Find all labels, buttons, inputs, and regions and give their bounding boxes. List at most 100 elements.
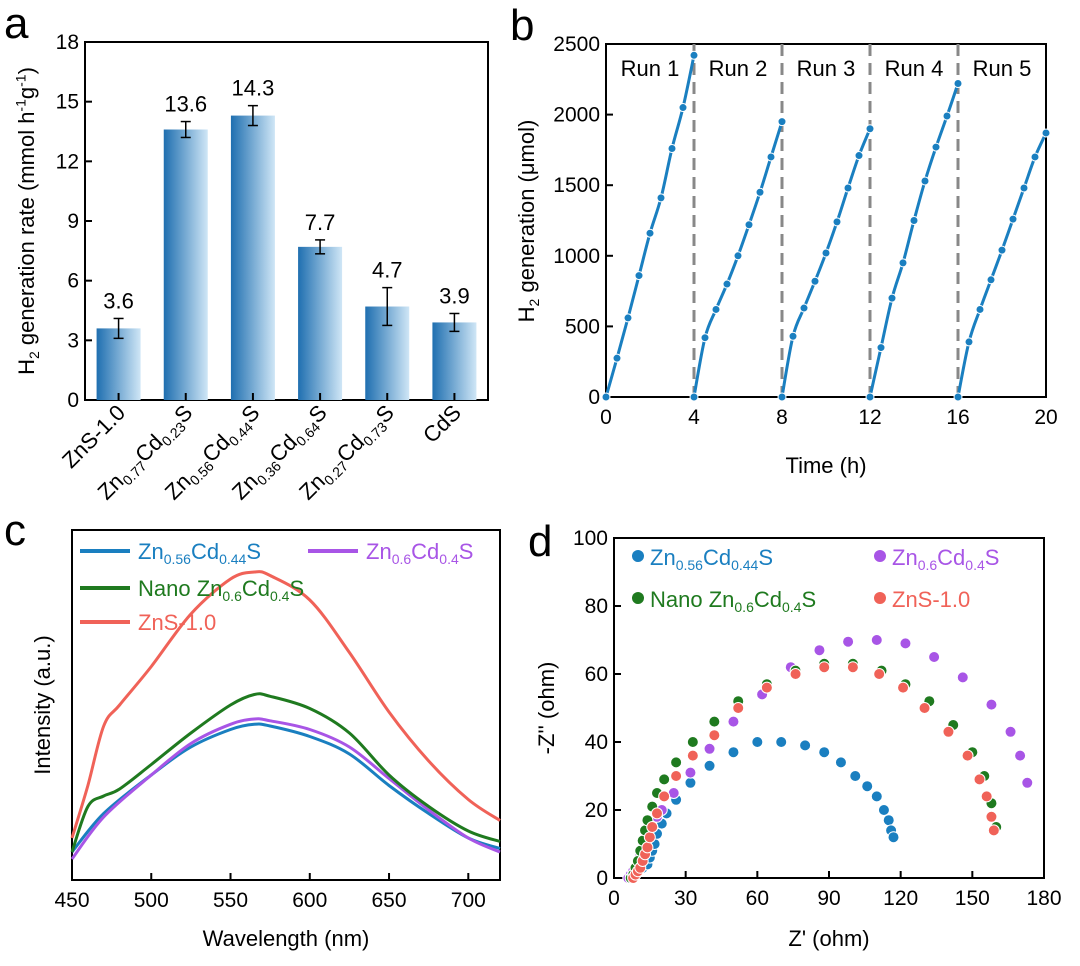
- data-point: [777, 117, 787, 127]
- spectrum-line: [70, 570, 501, 839]
- data-point: [689, 50, 699, 60]
- data-point: [708, 729, 721, 742]
- data-point: [810, 276, 820, 286]
- data-point: [641, 841, 654, 854]
- panel-b-cycling-chart: b 0 4 8 12 16 20 0 500 1000 1500 2000 2500 Run 1 Run 2…: [510, 1, 1058, 478]
- data-point: [623, 313, 633, 323]
- data-point: [612, 353, 622, 363]
- data-point: [877, 804, 890, 816]
- spectrum-line: [70, 717, 501, 860]
- data-point: [849, 770, 862, 782]
- data-point: [703, 759, 716, 772]
- d-x-tick-label: 180: [1026, 887, 1061, 910]
- b-y-axis-label: H2 generation (μmol): [514, 120, 542, 323]
- data-point: [634, 271, 644, 281]
- data-point: [821, 248, 831, 258]
- data-point: [646, 821, 659, 833]
- panel-c-pl-spectra-chart: c 450 500 550 600 650 700 Zn0.56Cd0.44S Zn0.6Cd0…: [4, 506, 501, 951]
- d-x-tick-label: 30: [674, 887, 697, 910]
- data-point: [670, 770, 683, 782]
- data-point: [997, 245, 1007, 255]
- b-x-tick-label: 8: [776, 406, 788, 429]
- b-x-axis-label: Time (h): [785, 453, 866, 478]
- bar: [298, 246, 343, 400]
- data-point: [684, 776, 697, 789]
- a-y-tick-label: 0: [67, 389, 79, 412]
- data-point: [1004, 725, 1017, 738]
- d-x-tick-label: 150: [955, 887, 990, 910]
- data-point: [670, 756, 683, 769]
- d-y-tick-label: 80: [585, 595, 608, 618]
- data-point: [658, 773, 671, 786]
- data-point: [985, 698, 998, 711]
- data-point: [751, 736, 764, 748]
- data-point: [986, 275, 996, 285]
- d-y-tick-label: 60: [585, 663, 608, 686]
- a-y-tick-label: 6: [67, 270, 79, 293]
- b-x-tick-label: 0: [600, 406, 612, 429]
- data-point: [987, 824, 1000, 837]
- data-point: [1021, 776, 1034, 789]
- data-point: [733, 251, 743, 261]
- data-point: [788, 331, 798, 341]
- panel-letter-b: b: [510, 1, 534, 50]
- data-point: [656, 193, 666, 203]
- data-point: [1030, 152, 1040, 162]
- panel-letter-a: a: [4, 0, 29, 48]
- a-y-tick-label: 15: [56, 91, 79, 114]
- data-point: [711, 304, 721, 314]
- d-y-tick-label: 100: [573, 527, 608, 550]
- b-y-tick-label: 2000: [553, 104, 600, 127]
- data-point: [799, 739, 812, 752]
- legend-label: Zn0.6Cd0.4S: [892, 545, 999, 573]
- legend-label: Nano Zn0.6Cd0.4S: [650, 587, 816, 615]
- b-y-tick-label: 1000: [553, 245, 600, 268]
- data-point: [727, 746, 740, 759]
- legend-marker: [632, 550, 644, 562]
- data-point: [722, 279, 732, 289]
- data-point: [953, 392, 963, 402]
- data-point: [843, 183, 853, 193]
- data-point: [898, 258, 908, 268]
- legend-marker: [874, 592, 886, 604]
- a-y-tick-label: 12: [56, 150, 79, 173]
- run-label: Run 1: [621, 56, 680, 81]
- data-label: 7.7: [305, 210, 336, 235]
- a-y-tick-label: 9: [67, 210, 79, 233]
- data-point: [700, 333, 710, 343]
- data-point: [732, 702, 745, 714]
- data-point: [799, 303, 809, 313]
- data-point: [643, 831, 656, 844]
- d-y-axis-label: -Z'' (ohm): [534, 662, 559, 755]
- data-point: [842, 635, 855, 648]
- legend-label: ZnS-1.0: [138, 610, 216, 635]
- legend-label: Nano Zn0.6Cd0.4S: [138, 576, 304, 604]
- data-point: [1041, 128, 1051, 138]
- data-point: [899, 637, 912, 650]
- data-point: [865, 124, 875, 134]
- data-point: [931, 142, 941, 152]
- bar: [96, 328, 141, 400]
- data-point: [1008, 214, 1018, 224]
- data-point: [789, 668, 802, 680]
- c-x-axis-label: Wavelength (nm): [203, 926, 370, 951]
- panel-a-bar-chart: a03691215183.6ZnS-1.013.6Zn0.77Cd0.23S14…: [4, 0, 489, 505]
- data-point: [744, 220, 754, 230]
- bar: [432, 322, 477, 400]
- data-point: [973, 773, 986, 786]
- data-point: [854, 151, 864, 161]
- b-x-tick-label: 12: [858, 406, 881, 429]
- data-point: [980, 790, 993, 803]
- c-x-tick-label: 650: [372, 889, 407, 912]
- data-point: [755, 187, 765, 197]
- run-line: [956, 132, 1048, 398]
- data-point: [727, 715, 740, 728]
- data-point: [942, 111, 952, 121]
- d-x-axis-label: Z' (ohm): [788, 926, 869, 951]
- x-tick-label: CdS: [418, 400, 466, 448]
- data-label: 4.7: [372, 258, 403, 283]
- c-x-tick-label: 600: [292, 889, 327, 912]
- data-point: [865, 392, 875, 402]
- b-y-tick-label: 2500: [553, 33, 600, 56]
- d-x-tick-label: 60: [746, 887, 769, 910]
